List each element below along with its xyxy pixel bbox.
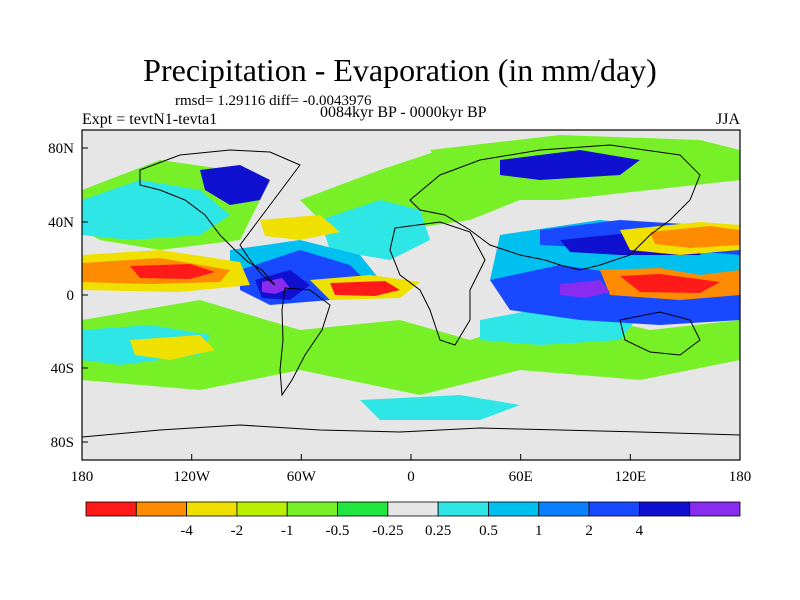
colorbar-label: 1 (535, 523, 543, 539)
coastline-south-america (279, 287, 331, 397)
season-label: JJA (715, 111, 740, 128)
x-tick-label: 60W (287, 469, 317, 485)
y-tick-label: 40S (51, 361, 74, 377)
coastline-australia (619, 311, 701, 356)
colorbar-label: -0.25 (372, 523, 403, 539)
colorbar-swatch (387, 501, 439, 517)
field-yellow-north-atlantic (260, 215, 340, 240)
field-darkblue-siberia (500, 150, 640, 180)
anomaly-fields (82, 135, 740, 420)
coastline-antarctica (82, 424, 740, 438)
x-tick-label: 120E (614, 469, 646, 485)
field-cyan-atlantic (320, 200, 430, 260)
colorbar-label: 4 (636, 523, 644, 539)
colorbar-swatch (538, 501, 590, 517)
experiment-label: Expt = tevtN1-tevta1 (82, 111, 218, 128)
colorbar-label: 2 (585, 523, 593, 539)
x-tick-label: 0 (407, 469, 415, 485)
colorbar-swatch (286, 501, 338, 517)
period-label: 0084kyr BP - 0000kyr BP (320, 104, 487, 121)
field-yellow-south-pacific (130, 335, 215, 360)
colorbar-swatch (638, 501, 691, 517)
colorbar-label: -4 (180, 523, 193, 539)
coastline-eurasia (409, 144, 701, 271)
colorbar-label: -0.5 (326, 523, 350, 539)
x-tick-label: 180 (729, 469, 752, 485)
colorbar-swatch (85, 501, 137, 517)
colorbar: -4 -2 -1 -0.5 -0.25 0.25 0.5 1 2 4 (85, 501, 741, 539)
coastline-africa (389, 221, 486, 346)
map-title: Precipitation - Evaporation (in mm/day) (143, 52, 657, 88)
colorbar-swatch (488, 501, 540, 517)
colorbar-swatch (186, 501, 238, 517)
field-orange-west-pacific (650, 226, 740, 248)
field-cyan-south-ocean (360, 395, 520, 420)
colorbar-label: 0.25 (425, 523, 451, 539)
field-violet-tropical-atlantic (262, 278, 290, 294)
coastlines (82, 144, 740, 438)
field-red-equatorial-atlantic (330, 281, 400, 296)
colorbar-swatch (689, 501, 741, 517)
y-tick-label: 80S (51, 435, 74, 451)
x-tick-label: 60E (509, 469, 533, 485)
y-tick-label: 40N (48, 215, 74, 231)
colorbar-swatch (135, 501, 188, 517)
field-red-east-pacific (130, 264, 215, 279)
colorbar-label: 0.5 (479, 523, 498, 539)
stats-label: rmsd= 1.29116 diff= -0.0043976 (175, 93, 372, 109)
colorbar-label: -1 (281, 523, 294, 539)
colorbar-swatch (437, 501, 489, 517)
coastline-north-america (139, 149, 301, 286)
x-axis: 180 120W 60W 0 60E 120E 180 (71, 454, 752, 485)
field-red-warm-pool (620, 274, 720, 293)
colorbar-swatch (337, 501, 389, 517)
colorbar-swatch (236, 501, 288, 517)
field-darkblue-north-america (200, 165, 270, 205)
x-tick-label: 180 (71, 469, 94, 485)
field-cyan-north-pacific (82, 180, 230, 240)
field-violet-indian-ocean (560, 280, 610, 298)
y-tick-label: 80N (48, 141, 74, 157)
y-axis: 80N 40N 0 40S 80S (48, 141, 88, 451)
y-tick-label: 0 (67, 288, 75, 304)
colorbar-label: -2 (231, 523, 244, 539)
x-tick-label: 120W (173, 469, 211, 485)
colorbar-swatch (588, 501, 640, 517)
